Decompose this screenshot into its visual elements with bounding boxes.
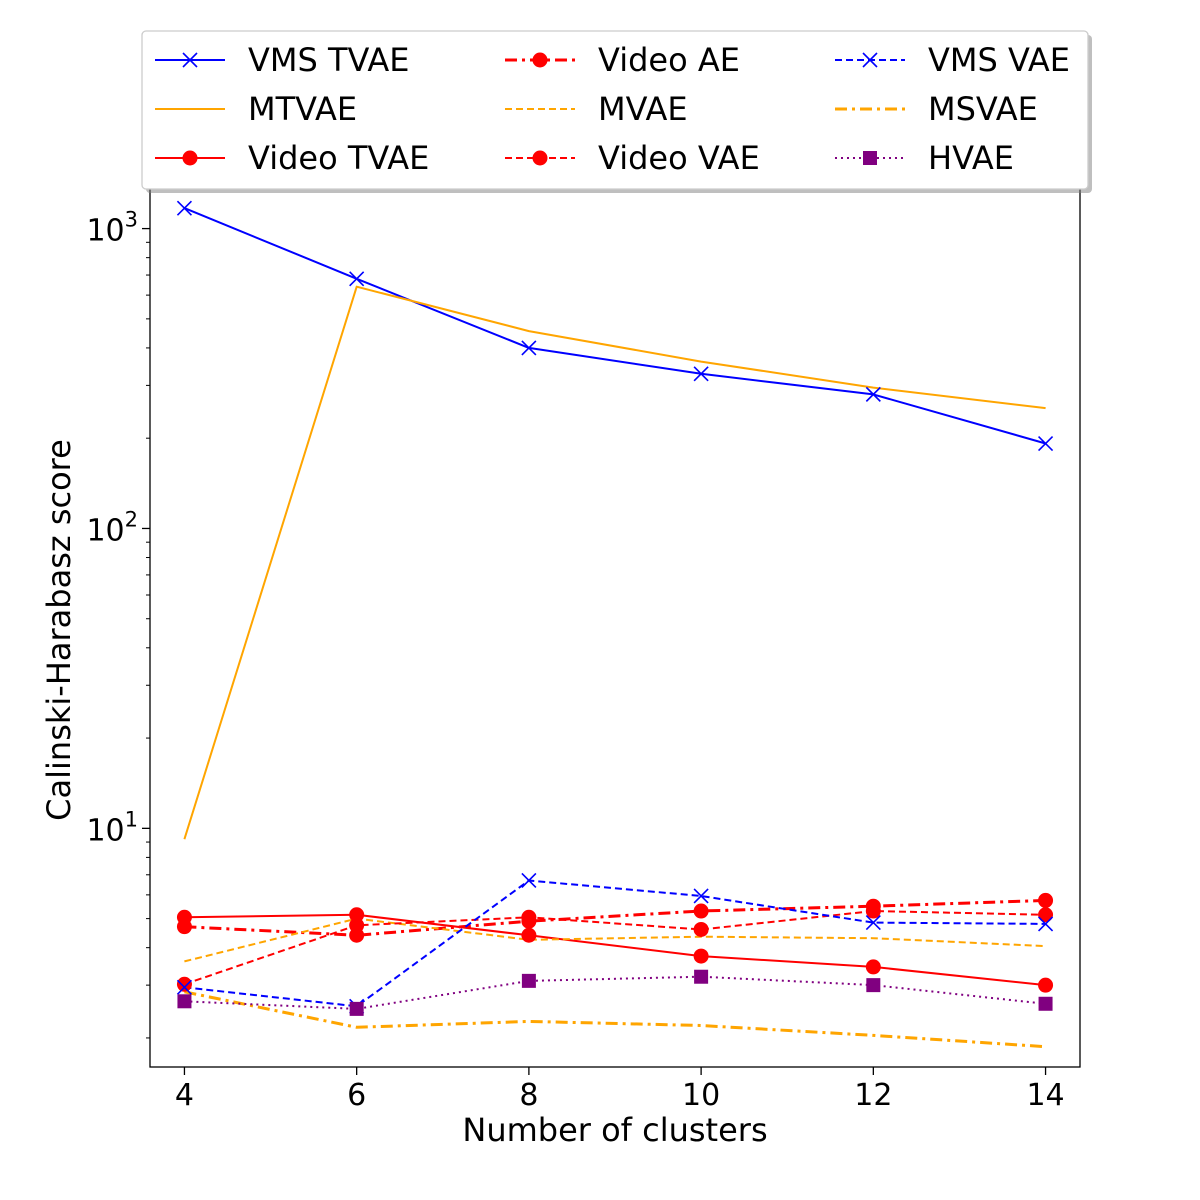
legend-swatch-marker	[532, 52, 548, 68]
plot-area: 101 102 103 4 6 8 10 12 14	[86, 144, 1081, 1113]
marker-stroke	[349, 271, 365, 287]
data-point-video-vae	[865, 903, 881, 919]
marker-stroke	[1037, 435, 1054, 452]
legend-label: HVAE	[928, 139, 1014, 177]
legend-label: Video TVAE	[248, 139, 429, 177]
data-point-hvae	[1038, 996, 1053, 1011]
data-point-hvae	[521, 973, 536, 988]
series-line-video-vae	[184, 910, 1046, 986]
series-line-msvae	[184, 990, 1046, 1049]
marker-stroke	[693, 366, 709, 382]
data-point-video-vae	[521, 909, 537, 925]
data-point-vms-tvae	[176, 200, 193, 216]
marker-stroke	[865, 386, 881, 402]
series-lines	[183, 207, 1046, 1049]
data-point-vms-tvae	[521, 340, 537, 356]
data-point-hvae	[866, 978, 881, 993]
x-tick-label: 6	[347, 1078, 366, 1113]
series-line-vms-tvae	[184, 207, 1046, 445]
data-point-vms-vae	[1037, 916, 1054, 932]
x-tick-label: 10	[682, 1078, 720, 1113]
data-point-vms-tvae	[693, 366, 709, 382]
data-point-hvae	[349, 1001, 364, 1016]
y-tick-label: 103	[86, 208, 138, 249]
data-point-video-vae	[693, 921, 709, 937]
data-point-video-vae	[349, 917, 365, 933]
series-line-video-ae	[184, 898, 1046, 937]
series-line-mvae	[184, 917, 1046, 963]
legend-swatch-marker	[182, 150, 198, 166]
data-point-video-tvae	[1038, 977, 1054, 993]
x-axis-label: Number of clusters	[462, 1111, 767, 1149]
data-point-vms-vae	[865, 915, 881, 931]
legend-item-vms-tvae: VMS TVAE	[155, 41, 409, 79]
x-ticks: 4 6 8 10 12 14	[175, 1067, 1065, 1113]
data-point-video-tvae	[521, 927, 537, 943]
data-point-video-ae	[693, 903, 709, 919]
x-tick-label: 8	[519, 1078, 538, 1113]
legend-swatch-marker	[863, 151, 877, 165]
x-tick-label: 14	[1026, 1078, 1064, 1113]
legend-label: VMS TVAE	[248, 41, 409, 79]
data-point-hvae	[177, 994, 192, 1009]
y-tick-label: 102	[86, 507, 138, 548]
data-point-video-vae	[176, 976, 192, 992]
legend-item-mvae: MVAE	[505, 90, 688, 128]
legend-label: Video AE	[598, 41, 740, 79]
y-axis-label: Calinski-Harabasz score	[40, 439, 78, 821]
legend-entries: VMS TVAE MTVAE Video TVAE Video AE MVAE Video…	[155, 41, 1070, 177]
legend-label: Video VAE	[598, 139, 760, 177]
data-point-video-tvae	[865, 959, 881, 975]
marker-stroke	[176, 200, 193, 216]
x-tick-label: 12	[854, 1078, 892, 1113]
legend-item-hvae: HVAE	[835, 139, 1014, 177]
marker-stroke	[521, 340, 537, 356]
data-point-vms-tvae	[1037, 435, 1054, 452]
marker-stroke	[1037, 916, 1054, 932]
data-point-vms-tvae	[349, 271, 365, 287]
data-point-hvae	[694, 969, 709, 984]
data-point-vms-vae	[521, 872, 537, 889]
legend-item-video-vae: Video VAE	[505, 139, 760, 177]
series-line-mtvae	[183, 285, 1046, 840]
data-point-video-ae	[176, 919, 192, 935]
series-line-video-tvae	[184, 913, 1046, 987]
legend-label: VMS VAE	[928, 41, 1070, 79]
marker-stroke	[182, 52, 198, 68]
series-markers	[176, 200, 1054, 1016]
legend-item-mtvae: MTVAE	[155, 90, 357, 128]
marker-stroke	[693, 888, 709, 904]
legend: VMS TVAE MTVAE Video TVAE Video AE MVAE Video…	[141, 30, 1092, 193]
data-point-video-tvae	[693, 948, 709, 964]
data-point-video-ae	[1038, 892, 1054, 908]
marker-stroke	[521, 872, 537, 889]
data-point-video-tvae	[349, 907, 365, 923]
legend-item-msvae: MSVAE	[835, 90, 1038, 128]
data-point-vms-vae	[176, 979, 193, 995]
legend-swatch-marker	[182, 52, 198, 68]
legend-swatch-marker	[862, 52, 878, 68]
legend-item-video-ae: Video AE	[505, 41, 740, 79]
legend-item-vms-vae: VMS VAE	[835, 41, 1070, 79]
data-point-vms-vae	[693, 888, 709, 904]
plot-frame	[149, 144, 1081, 1068]
marker-stroke	[176, 979, 193, 995]
legend-swatch-marker	[532, 150, 548, 166]
legend-label: MVAE	[598, 90, 688, 128]
x-tick-label: 4	[175, 1078, 194, 1113]
data-point-vms-tvae	[865, 386, 881, 402]
legend-label: MSVAE	[928, 90, 1038, 128]
series-line-vms-vae	[184, 879, 1046, 1008]
legend-item-video-tvae: Video TVAE	[155, 139, 429, 177]
y-minor-ticks	[146, 241, 150, 1039]
marker-stroke	[865, 915, 881, 931]
y-tick-label: 101	[86, 807, 138, 848]
data-point-video-vae	[1038, 907, 1054, 923]
legend-box	[141, 30, 1089, 190]
marker-stroke	[862, 52, 878, 68]
legend-label: MTVAE	[248, 90, 357, 128]
series-line-hvae	[184, 975, 1046, 1010]
y-major-ticks: 101 102 103	[86, 208, 150, 848]
